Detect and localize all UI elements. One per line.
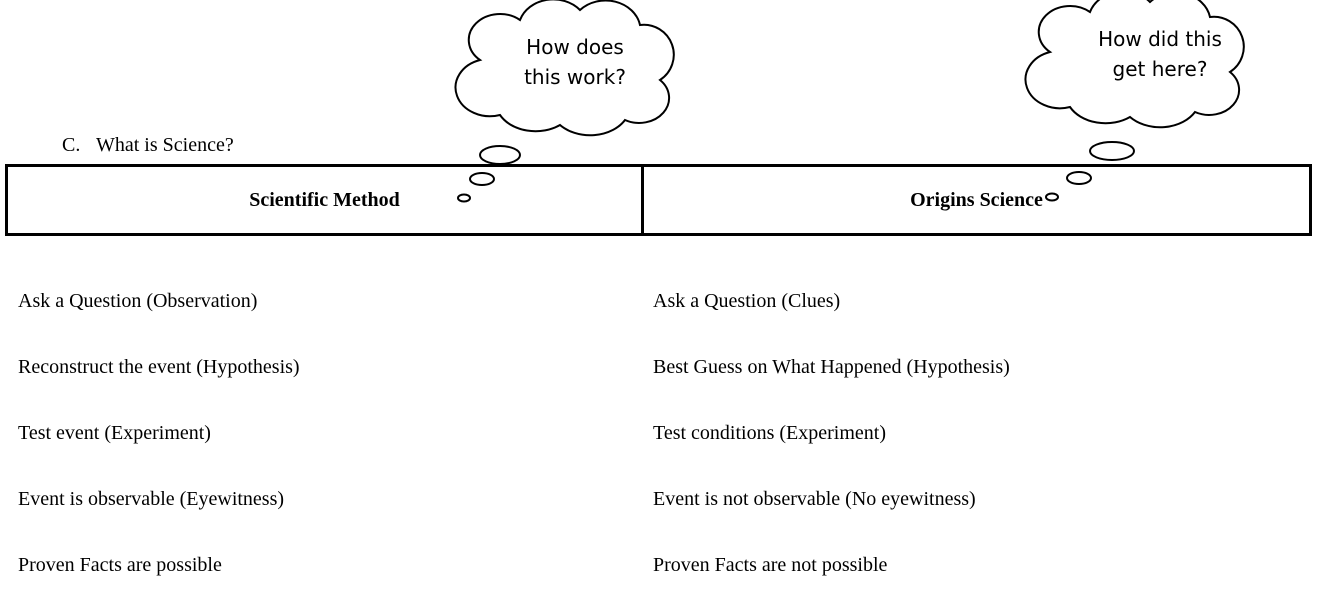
bubble-text: How does <box>526 35 624 59</box>
list-item: Event is not observable (No eyewitness) <box>653 488 976 510</box>
list-item: Ask a Question (Clues) <box>653 290 841 312</box>
heading-text: What is Science? <box>96 134 234 156</box>
bubble-text: get here? <box>1113 57 1208 81</box>
cloud <box>454 0 675 137</box>
table-header: Origins Science <box>910 188 1043 211</box>
list-item: Ask a Question (Observation) <box>18 290 258 312</box>
table: Scientific Method Origins Science <box>5 164 1312 236</box>
bubble-dot <box>1089 141 1135 161</box>
list-item: Proven Facts are possible <box>18 554 222 576</box>
list-item: Reconstruct the event (Hypothesis) <box>18 356 300 378</box>
list-item: Test event (Experiment) <box>18 422 211 444</box>
table-header: Scientific Method <box>249 188 400 211</box>
heading-label: C. <box>62 134 81 156</box>
list-item: Test conditions (Experiment) <box>653 422 886 444</box>
divider <box>641 167 644 233</box>
list-item: Proven Facts are not possible <box>653 554 888 576</box>
bubble-dot <box>479 145 521 165</box>
list-item: Event is observable (Eyewitness) <box>18 488 285 510</box>
cloud <box>1024 0 1245 129</box>
bubble-text: How did this <box>1098 27 1222 51</box>
list-item: Best Guess on What Happened (Hypothesis) <box>653 356 1010 378</box>
bubble-text: this work? <box>524 65 626 89</box>
